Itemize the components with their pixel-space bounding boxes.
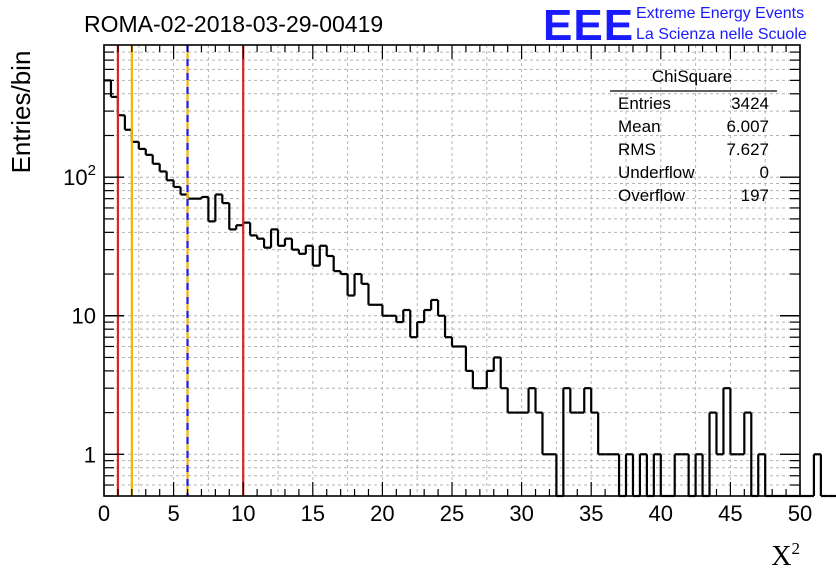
stats-label-entries: Entries <box>618 94 671 113</box>
y-tick-label: 1 <box>84 442 96 467</box>
x-tick-label: 35 <box>579 501 603 526</box>
y-axis-label: Entries/bin <box>6 51 36 174</box>
x-tick-label: 15 <box>301 501 325 526</box>
x-tick-label: 0 <box>98 501 110 526</box>
stats-value-overflow: 197 <box>741 186 769 205</box>
stats-title: ChiSquare <box>652 67 732 86</box>
cut-markers <box>116 45 245 496</box>
stats-value-entries: 3424 <box>731 94 769 113</box>
y-tick-label-base: 10 <box>63 165 87 190</box>
y-tick-label: 102 <box>63 162 96 190</box>
x-tick-label: 25 <box>440 501 464 526</box>
stats-label-rms: RMS <box>618 140 656 159</box>
x-tick-label: 20 <box>370 501 394 526</box>
stats-value-rms: 7.627 <box>726 140 769 159</box>
x-axis-label: X2 <box>771 539 800 572</box>
brand-line-1: Extreme Energy Events <box>636 5 804 22</box>
brand-logo: EEE <box>543 1 634 50</box>
y-tick-label: 10 <box>72 304 96 329</box>
stats-label-mean: Mean <box>618 117 661 136</box>
grid <box>103 45 801 497</box>
stats-label-overflow: Overflow <box>618 186 686 205</box>
x-tick-label: 5 <box>167 501 179 526</box>
x-tick-label: 45 <box>718 501 742 526</box>
stats-box: ChiSquare Entries 3424 Mean 6.007 RMS 7.… <box>610 67 777 205</box>
stats-value-mean: 6.007 <box>726 117 769 136</box>
brand-logo-group: EEE Extreme Energy Events La Scienza nel… <box>543 1 807 50</box>
y-tick-label-sup: 2 <box>88 162 96 179</box>
x-tick-label: 10 <box>231 501 255 526</box>
stats-label-underflow: Underflow <box>618 163 695 182</box>
x-axis-label-sup: 2 <box>792 539 801 558</box>
brand-line-2: La Scienza nelle Scuole <box>636 26 807 43</box>
x-tick-label: 30 <box>509 501 533 526</box>
chart-title: ROMA-02-2018-03-29-00419 <box>84 11 383 37</box>
x-axis-label-base: X <box>771 541 791 572</box>
x-tick-label: 40 <box>649 501 673 526</box>
x-tick-label: 50 <box>788 501 812 526</box>
stats-value-underflow: 0 <box>760 163 769 182</box>
